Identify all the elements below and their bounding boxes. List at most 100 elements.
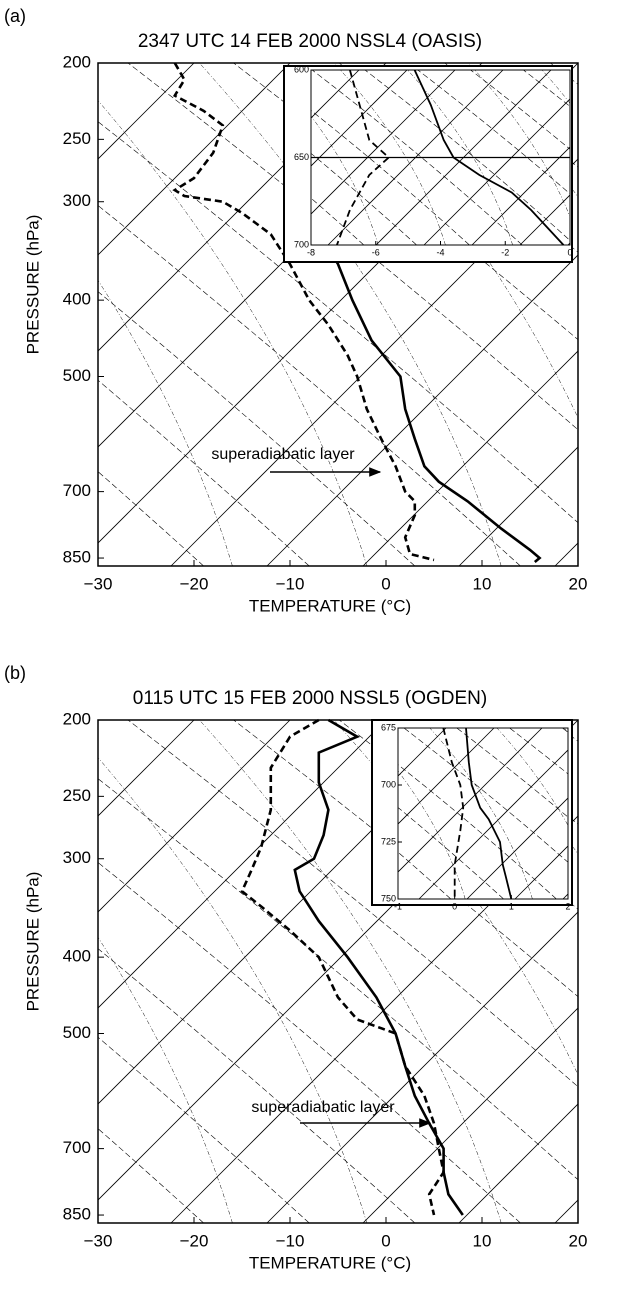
moist-adiabat — [98, 936, 233, 1223]
profile-line — [293, 718, 464, 1216]
isotherm — [266, 254, 578, 566]
dry-adiabat — [127, 720, 578, 1088]
isotherm — [179, 728, 350, 899]
dry-adiabat — [98, 471, 204, 566]
isotherm — [418, 749, 568, 899]
isotherm — [98, 720, 291, 913]
isotherm — [514, 845, 568, 899]
y-tick-label: 500 — [63, 1023, 91, 1042]
dry-adiabat — [98, 1036, 310, 1223]
inset-x-tick-label: -1 — [394, 901, 402, 911]
y-tick-label: 700 — [63, 481, 91, 500]
isotherm — [98, 720, 387, 1009]
isotherm — [567, 242, 570, 245]
moist-adiabat — [609, 70, 617, 245]
x-tick-label: −30 — [84, 574, 113, 593]
y-tick-label: 200 — [63, 709, 91, 728]
moist-adiabat — [199, 63, 502, 566]
isotherm — [131, 728, 302, 899]
plot-frame — [97, 719, 579, 1224]
isotherm — [458, 1103, 578, 1223]
inset-frame — [310, 69, 571, 246]
dry-adiabat — [98, 379, 310, 566]
dry-adiabat — [127, 63, 578, 431]
plot-frame — [97, 62, 579, 567]
x-tick-label: −30 — [84, 1231, 113, 1250]
x-tick-label: 10 — [473, 574, 492, 593]
dry-adiabat — [398, 851, 452, 899]
isotherm — [40, 70, 215, 245]
dry-adiabat — [312, 70, 523, 245]
y-tick-label: 400 — [63, 947, 91, 966]
y-tick-label: 400 — [63, 290, 91, 309]
x-tick-label: 0 — [381, 1231, 390, 1250]
x-tick-label: −20 — [180, 1231, 209, 1250]
inset-x-tick-label: -2 — [501, 247, 509, 257]
isotherm — [519, 194, 570, 245]
dry-adiabat — [98, 948, 416, 1223]
annotation: superadiabatic layer — [211, 446, 355, 463]
inset-y-tick-label: 750 — [381, 893, 396, 903]
y-axis-label: PRESSURE (hPa) — [23, 872, 42, 1012]
isotherm — [170, 815, 578, 1223]
inset-x-tick-label: -4 — [436, 247, 444, 257]
x-tick-label: 10 — [473, 1231, 492, 1250]
isotherm — [311, 70, 360, 119]
x-tick-label: 0 — [381, 574, 390, 593]
moist-adiabat — [199, 720, 502, 1223]
dry-adiabat — [417, 70, 570, 195]
inset-x-tick-label: -6 — [372, 247, 380, 257]
isotherm — [98, 63, 195, 160]
profile-line — [336, 69, 391, 246]
dry-adiabat — [456, 728, 568, 818]
chart-title: 2347 UTC 14 FEB 2000 NSSL4 (OASIS) — [138, 31, 482, 52]
isotherm — [466, 797, 568, 899]
isotherm — [170, 158, 578, 566]
dry-adiabat — [98, 778, 578, 1181]
chart-title: 0115 UTC 15 FEB 2000 NSSL5 (OGDEN) — [133, 688, 487, 709]
dry-adiabat — [403, 728, 568, 863]
y-tick-label: 300 — [63, 191, 91, 210]
isotherm — [398, 728, 543, 873]
y-axis-label: PRESSURE (hPa) — [23, 215, 42, 355]
y-tick-label: 850 — [63, 1205, 91, 1224]
y-tick-label: 250 — [63, 129, 91, 148]
y-tick-label: 200 — [63, 52, 91, 71]
dry-adiabat — [398, 807, 504, 899]
dry-adiabat — [98, 205, 521, 566]
isotherm — [611, 728, 617, 899]
dry-adiabat — [364, 70, 570, 241]
dry-adiabat — [398, 764, 557, 899]
moist-adiabat — [429, 728, 533, 899]
isotherm — [266, 911, 578, 1223]
profile-line — [442, 727, 465, 899]
moist-adiabat — [98, 100, 368, 566]
inset-frame — [397, 727, 569, 900]
dry-adiabat — [523, 70, 570, 107]
isotherm — [0, 720, 2, 1223]
panel-label: (b) — [4, 663, 26, 683]
moist-adiabat — [98, 279, 233, 566]
dry-adiabat — [233, 720, 578, 998]
inset-box — [371, 719, 573, 906]
dry-adiabat — [311, 244, 312, 245]
profile-line — [413, 69, 565, 246]
inset-y-tick-label: 700 — [381, 779, 396, 789]
inset-x-tick-label: 2 — [565, 901, 570, 911]
x-tick-label: 20 — [569, 1231, 588, 1250]
annotation: superadiabatic layer — [251, 1099, 395, 1116]
y-tick-label: 300 — [63, 848, 91, 867]
x-axis-label: TEMPERATURE (°C) — [249, 1253, 411, 1272]
isotherm — [398, 728, 495, 825]
inset-x-tick-label: -8 — [307, 247, 315, 257]
inset-y-tick-label: 600 — [294, 64, 309, 74]
isotherm — [362, 350, 578, 566]
y-tick-label: 700 — [63, 1138, 91, 1157]
moist-adiabat — [496, 728, 568, 826]
inset-x-tick-label: 1 — [509, 901, 514, 911]
dry-adiabat — [576, 70, 617, 245]
panel: (b)0115 UTC 15 FEB 2000 NSSL5 (OGDEN)200… — [0, 663, 617, 1273]
y-tick-label: 500 — [63, 366, 91, 385]
x-tick-label: −10 — [276, 1231, 305, 1250]
